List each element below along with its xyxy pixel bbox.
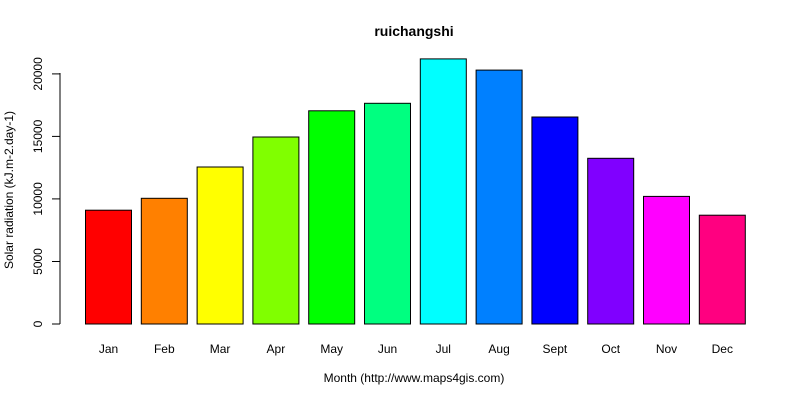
y-tick-label: 15000 xyxy=(31,119,45,153)
bar-apr xyxy=(252,136,300,325)
x-axis-label: Month (http://www.maps4gis.com) xyxy=(324,371,505,385)
y-tick-label: 0 xyxy=(31,320,45,327)
y-tick-label: 5000 xyxy=(31,248,45,275)
x-tick-label-may: May xyxy=(320,342,343,356)
x-tick-label-jan: Jan xyxy=(99,342,118,356)
bar-jan xyxy=(85,209,132,325)
bars-group xyxy=(85,58,746,325)
x-tick-label-oct: Oct xyxy=(601,342,620,356)
x-tick-label-mar: Mar xyxy=(210,342,231,356)
x-tick-label-nov: Nov xyxy=(656,342,677,356)
x-tick-label-sept: Sept xyxy=(543,342,568,356)
x-tick-label-dec: Dec xyxy=(712,342,733,356)
x-tick-label-apr: Apr xyxy=(267,342,286,356)
bar-mar xyxy=(196,166,244,325)
bar-dec xyxy=(698,214,746,325)
bar-jul xyxy=(419,58,467,325)
bar-feb xyxy=(140,197,188,325)
x-axis-tick-labels: Jan Feb Mar Apr May Jun Jul Aug Sept Oct Nov Dec xyxy=(99,342,733,356)
x-tick-label-aug: Aug xyxy=(488,342,509,356)
x-tick-label-jul: Jul xyxy=(436,342,451,356)
bar-sept xyxy=(531,116,579,325)
chart-title: ruichangshi xyxy=(374,23,453,39)
y-axis-ticks: 0 5000 10000 15000 20000 xyxy=(31,57,60,327)
y-axis-label: Solar radiation (kJ.m-2.day-1) xyxy=(2,111,16,269)
y-tick-label: 10000 xyxy=(31,182,45,216)
bar-may xyxy=(308,110,356,325)
bar-aug xyxy=(475,69,523,325)
bar-nov xyxy=(643,195,690,325)
x-tick-label-feb: Feb xyxy=(154,342,175,356)
bar-jun xyxy=(364,102,411,325)
bar-oct xyxy=(587,157,635,325)
y-tick-label: 20000 xyxy=(31,57,45,91)
x-tick-label-jun: Jun xyxy=(378,342,397,356)
